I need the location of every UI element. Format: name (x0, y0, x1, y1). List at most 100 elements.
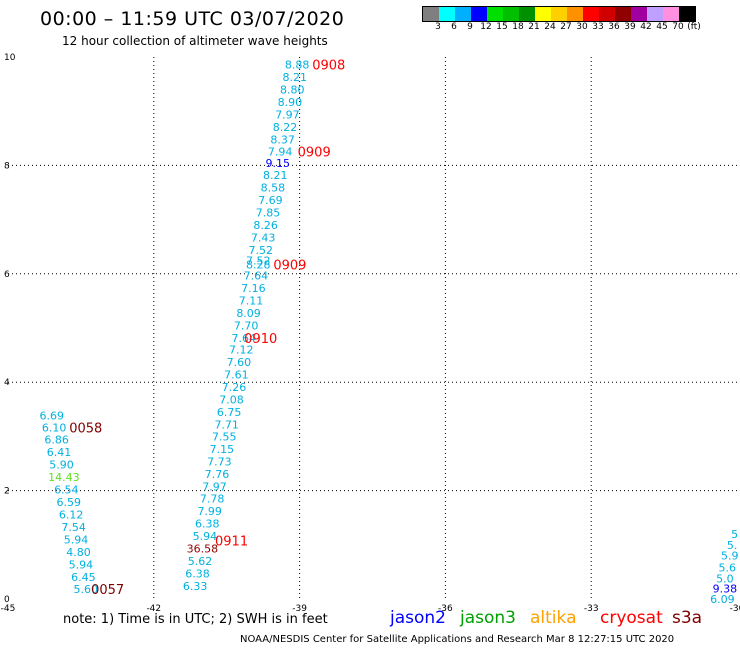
legend-label: 6 (451, 22, 457, 32)
legend-label: 27 (560, 22, 572, 32)
wave-height-label: 6.41 (47, 446, 72, 459)
x-tick-label: -30 (730, 604, 740, 614)
wave-height-label: 6.09 (710, 593, 735, 606)
wave-height-label: 6.33 (183, 580, 208, 593)
wave-height-label: 8.58 (261, 182, 286, 195)
legend-label: 30 (576, 22, 588, 32)
wave-height-label: 5.9 (721, 550, 739, 563)
y-tick-label: 6 (4, 270, 10, 280)
wave-height-label: 7.61 (224, 369, 249, 382)
wave-height-label: 8.37 (270, 133, 295, 146)
time-label: 0908 (312, 59, 345, 74)
wave-height-label: 6.54 (54, 484, 79, 497)
legend-label: 24 (544, 22, 556, 32)
wave-height-label: 8.21 (263, 169, 288, 182)
x-tick-label: -36 (438, 604, 453, 614)
color-legend-bar (422, 6, 696, 22)
legend-swatch (583, 7, 599, 21)
wave-height-label: 7.64 (231, 332, 256, 345)
wave-height-label: 6.86 (44, 434, 69, 447)
legend-swatch (423, 7, 439, 21)
y-tick-label: 2 (4, 487, 10, 497)
satellite-label: cryosat (600, 608, 663, 628)
wave-height-label: 6.75 (217, 406, 242, 419)
legend-label: 21 (528, 22, 540, 32)
y-tick-label: 0 (4, 595, 10, 605)
legend-label: (ft) (687, 22, 701, 32)
wave-height-label: 5.6 (719, 562, 737, 575)
wave-height-label: 7.43 (251, 231, 276, 244)
wave-height-label: 5.0 (716, 572, 734, 585)
legend-swatch (439, 7, 455, 21)
wave-height-label: 8.09 (236, 307, 261, 320)
wave-height-label: 7.52 (246, 254, 271, 267)
wave-height-label: 7.12 (229, 344, 254, 357)
wave-height-label: 5. (727, 539, 738, 552)
wave-height-label: 7.85 (256, 207, 281, 220)
wave-height-label: 7.73 (207, 455, 232, 468)
x-tick-label: -42 (146, 604, 161, 614)
wave-height-label: 36.58 (187, 543, 219, 556)
wave-height-label: 5.90 (49, 459, 74, 472)
legend-swatch (535, 7, 551, 21)
satellite-label: altika (530, 608, 577, 628)
x-tick-label: -45 (1, 604, 16, 614)
wave-height-label: 4.80 (66, 546, 91, 559)
wave-height-label: 5.94 (69, 558, 94, 571)
wave-height-label: 7.52 (248, 244, 273, 257)
wave-height-label: 6.59 (57, 496, 82, 509)
wave-height-label: 9.15 (265, 157, 290, 170)
wave-height-label: 7.15 (210, 443, 235, 456)
legend-swatch (551, 7, 567, 21)
wave-height-label: 7.99 (197, 505, 222, 518)
legend-label: 9 (467, 22, 473, 32)
legend-label: 70 (672, 22, 684, 32)
wave-height-label: 7.70 (234, 319, 259, 332)
y-tick-label: 4 (4, 378, 10, 388)
time-label: 0911 (215, 534, 248, 549)
legend-label: 36 (608, 22, 620, 32)
x-tick-label: -39 (292, 604, 307, 614)
wave-height-label: 5.94 (64, 533, 89, 546)
wave-height-label: 7.54 (61, 521, 86, 534)
wave-height-label: 6.10 (42, 422, 67, 435)
legend-swatch (503, 7, 519, 21)
wave-height-label: 7.26 (222, 381, 247, 394)
legend-label: 3 (435, 22, 441, 32)
wave-height-label: 5 (731, 528, 738, 541)
time-label: 0910 (244, 332, 277, 347)
chart-title: 00:00 – 11:59 UTC 03/07/2020 (40, 8, 345, 30)
wave-height-label: 6.69 (39, 409, 64, 422)
legend-label: 45 (656, 22, 668, 32)
wave-height-label: 8.80 (280, 84, 305, 97)
wave-height-label: 7.16 (241, 282, 266, 295)
wave-height-label: 6.45 (71, 571, 96, 584)
wave-height-label: 8.90 (278, 96, 303, 109)
wave-height-label: 7.69 (258, 194, 283, 207)
y-tick-label: 8 (4, 161, 10, 171)
legend-swatch (455, 7, 471, 21)
legend-swatch (663, 7, 679, 21)
legend-label: 12 (480, 22, 492, 32)
time-label: 0909 (298, 145, 331, 160)
chart-subtitle: 12 hour collection of altimeter wave hei… (62, 34, 328, 48)
wave-height-label: 6.12 (59, 508, 84, 521)
legend-swatch (647, 7, 663, 21)
wave-height-label: 7.64 (244, 269, 269, 282)
satellite-label: jason3 (460, 608, 516, 628)
wave-height-label: 7.60 (227, 356, 252, 369)
wave-height-label: 7.76 (205, 468, 230, 481)
wave-height-label: 7.78 (200, 493, 225, 506)
wave-height-label: 5.62 (188, 555, 213, 568)
wave-height-label: 7.97 (275, 108, 300, 121)
wave-height-label: 7.97 (202, 480, 227, 493)
time-label: 0057 (91, 583, 124, 598)
legend-swatch (679, 7, 695, 21)
legend-label: 39 (624, 22, 636, 32)
legend-label: 15 (496, 22, 508, 32)
wave-height-label: 9.38 (713, 583, 738, 596)
wave-height-label: 14.43 (48, 471, 80, 484)
legend-swatch (519, 7, 535, 21)
legend-swatch (471, 7, 487, 21)
